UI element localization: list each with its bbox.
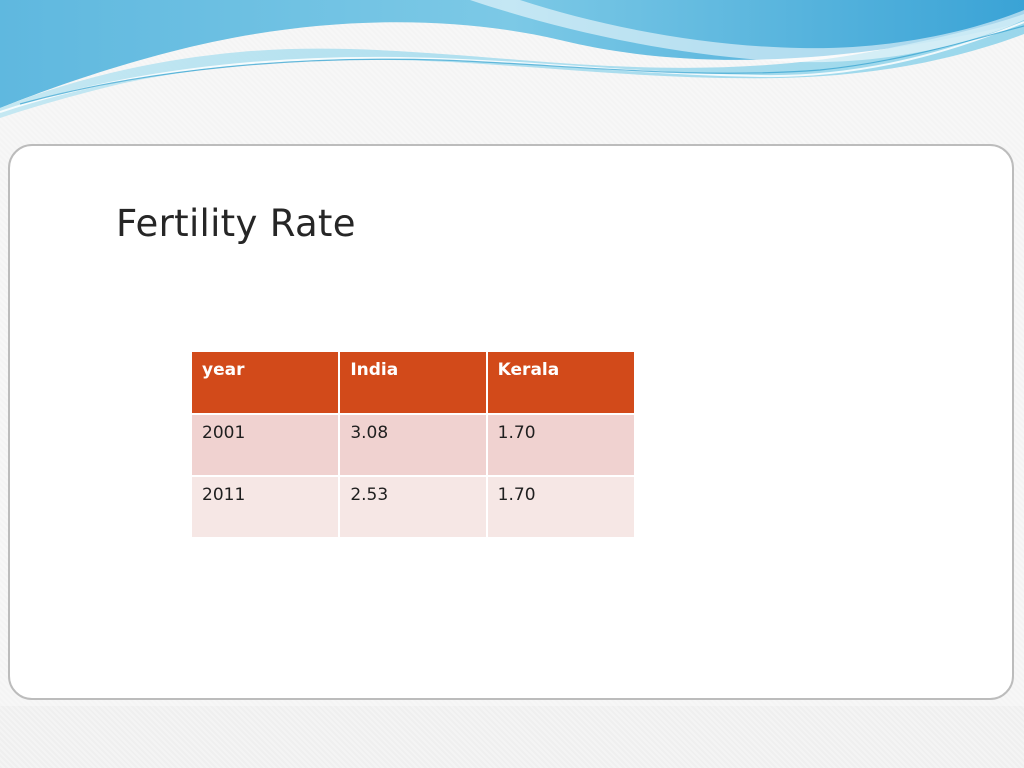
column-header-india: India [339,352,488,415]
table-row: 2011 2.53 1.70 [192,476,634,539]
decorative-wave-header [0,0,1024,118]
column-header-year: year [192,352,341,415]
cell-year: 2001 [192,414,341,477]
column-header-kerala: Kerala [486,352,634,415]
wave-back-shape [0,0,1024,108]
content-panel: Fertility Rate year India Kerala 2001 3.… [8,144,1014,700]
slide-title: Fertility Rate [116,202,356,245]
table-row: 2001 3.08 1.70 [192,414,634,477]
wave-accent-line [19,25,1024,105]
cell-kerala: 1.70 [486,414,634,477]
fertility-rate-table: year India Kerala 2001 3.08 1.70 2011 2.… [192,352,634,539]
wave-highlight-line [0,21,1024,113]
table-header-row: year India Kerala [192,352,634,415]
cell-india: 3.08 [339,414,488,477]
wave-white-swoosh [470,0,1024,63]
cell-year: 2011 [192,476,341,539]
wave-mid-shape [0,14,1024,118]
footer-band [0,706,1024,768]
cell-india: 2.53 [339,476,488,539]
cell-kerala: 1.70 [486,476,634,539]
